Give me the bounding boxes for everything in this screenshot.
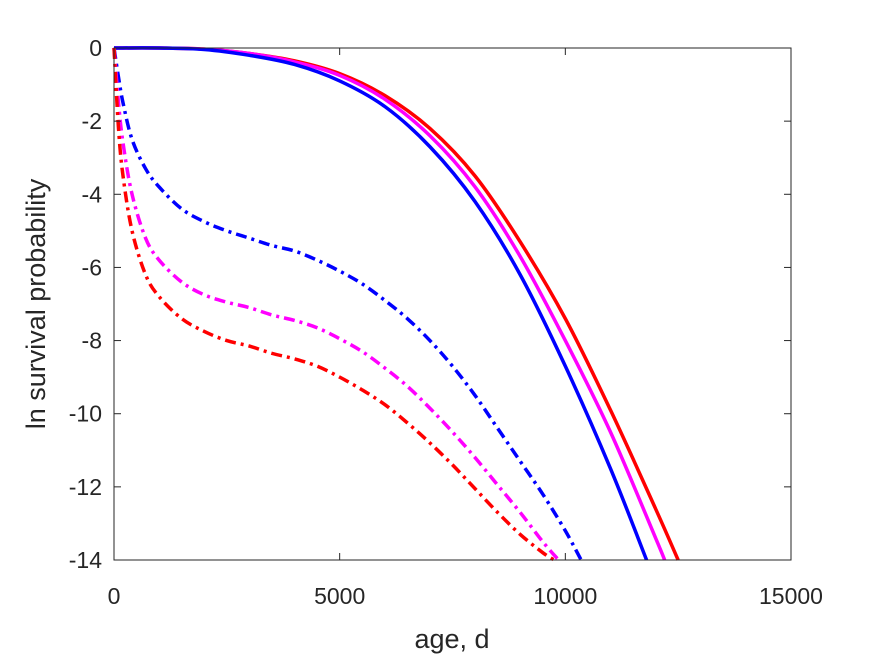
y-tick-label: -2 (82, 108, 102, 134)
y-tick-label: -10 (69, 401, 102, 427)
series-line-dashdot-4 (112, 47, 583, 561)
y-tick-label: -14 (69, 547, 102, 573)
x-tick-label: 10000 (533, 583, 597, 609)
tick-layer: 0 5000 10000 15000 0 -2 -4 -6 -8 -10 -12 -14 (69, 35, 823, 609)
y-axis-title: ln survival probability (21, 178, 51, 429)
x-tick-label: 0 (108, 583, 121, 609)
y-tick-label: 0 (89, 35, 102, 61)
plot-frame (113, 47, 792, 561)
y-tick-label: -8 (82, 328, 102, 354)
y-tick-label: -12 (69, 474, 102, 500)
plot-background (114, 48, 791, 560)
y-tick-label: -4 (82, 181, 103, 207)
y-tick-label: -6 (82, 254, 102, 280)
series-line-dashdot-5 (112, 47, 560, 562)
x-tick-label: 15000 (759, 583, 823, 609)
series-layer (112, 46, 680, 562)
series-line-solid-3 (113, 46, 649, 561)
x-axis-title: age, d (414, 624, 489, 654)
series-line-dashdot-6 (112, 47, 556, 562)
x-tick-label: 5000 (314, 583, 365, 609)
